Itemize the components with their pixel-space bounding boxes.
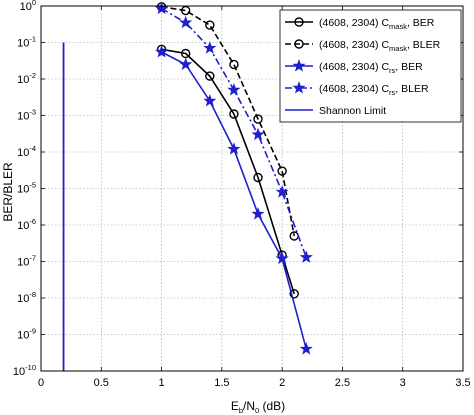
legend: (4608, 2304) Cmask, BER (4608, 2304) Cmas… xyxy=(279,9,462,123)
x-tick-label: 1.5 xyxy=(214,377,229,389)
data-point-marker xyxy=(294,39,304,49)
data-point-marker xyxy=(294,17,304,27)
data-point-marker xyxy=(180,5,191,16)
x-tick-label: 1 xyxy=(159,377,165,389)
data-point-marker xyxy=(205,71,215,81)
legend-entry-2: (4608, 2304) Cmask, BLER xyxy=(285,39,441,53)
x-axis-title: Eb/N0 (dB) xyxy=(231,399,285,415)
legend-label: (4608, 2304) Cmask, BLER xyxy=(319,39,441,53)
x-tick-label: 0 xyxy=(38,377,44,389)
series-3 xyxy=(155,45,313,355)
y-tick-labels: 100 10-1 10-2 10-3 10-4 10-5 10-6 10-7 10-8 10-9 1… xyxy=(13,0,36,378)
x-tick-label: 2.5 xyxy=(335,377,350,389)
data-point-marker xyxy=(155,45,169,58)
legend-entry-3: (4608, 2304) Crs, BER xyxy=(285,59,423,75)
y-tick-label: 100 xyxy=(20,0,36,13)
data-point-marker xyxy=(275,185,289,198)
x-tick-label: 3 xyxy=(400,377,406,389)
legend-label: (4608, 2304) Crs, BER xyxy=(319,61,423,75)
data-point-marker xyxy=(299,342,313,355)
y-axis-title: BER/BLER xyxy=(1,162,15,222)
data-point-marker xyxy=(253,114,263,124)
y-tick-label: 10-7 xyxy=(17,254,36,269)
data-point-marker xyxy=(289,289,299,299)
data-point-marker xyxy=(229,109,239,119)
legend-entry-1: (4608, 2304) Cmask, BER xyxy=(285,17,435,31)
y-tick-label: 10-1 xyxy=(17,35,36,50)
series-layer xyxy=(62,1,313,371)
data-point-marker xyxy=(253,172,263,183)
x-tick-labels: 0 0.5 1 1.5 2 2.5 3 3.5 xyxy=(38,377,471,389)
x-tick-label: 3.5 xyxy=(455,377,470,389)
y-tick-label: 10-10 xyxy=(13,363,36,378)
data-point-marker xyxy=(229,59,239,70)
data-point-marker xyxy=(179,57,193,71)
data-point-marker xyxy=(292,59,306,72)
data-point-marker xyxy=(292,81,306,94)
data-point-marker xyxy=(251,127,265,141)
legend-entry-4: (4608, 2304) Crs, BLER xyxy=(285,81,429,97)
data-point-marker xyxy=(299,250,313,263)
legend-label: Shannon Limit xyxy=(319,105,386,117)
data-point-marker xyxy=(179,15,193,29)
y-tick-label: 10-2 xyxy=(17,71,36,86)
data-point-marker xyxy=(227,83,241,96)
data-point-marker xyxy=(205,20,215,30)
data-point-marker xyxy=(275,251,289,265)
data-point-marker xyxy=(251,207,265,220)
data-point-marker xyxy=(203,41,217,54)
y-tick-label: 10-9 xyxy=(17,327,36,342)
data-point-marker xyxy=(180,48,191,59)
x-tick-label: 0.5 xyxy=(94,377,109,389)
legend-label: (4608, 2304) Crs, BLER xyxy=(319,83,429,97)
data-point-marker xyxy=(227,142,241,155)
legend-label: (4608, 2304) Cmask, BER xyxy=(319,17,435,31)
data-point-marker xyxy=(203,94,217,107)
x-tick-label: 2 xyxy=(279,377,285,389)
y-tick-label: 10-8 xyxy=(17,290,36,305)
y-tick-label: 10-3 xyxy=(17,108,36,123)
y-tick-label: 10-6 xyxy=(17,217,36,232)
legend-entry-5: Shannon Limit xyxy=(285,105,386,117)
y-tick-label: 10-5 xyxy=(17,181,36,196)
y-tick-label: 10-4 xyxy=(17,144,36,159)
data-point-marker xyxy=(277,166,287,176)
